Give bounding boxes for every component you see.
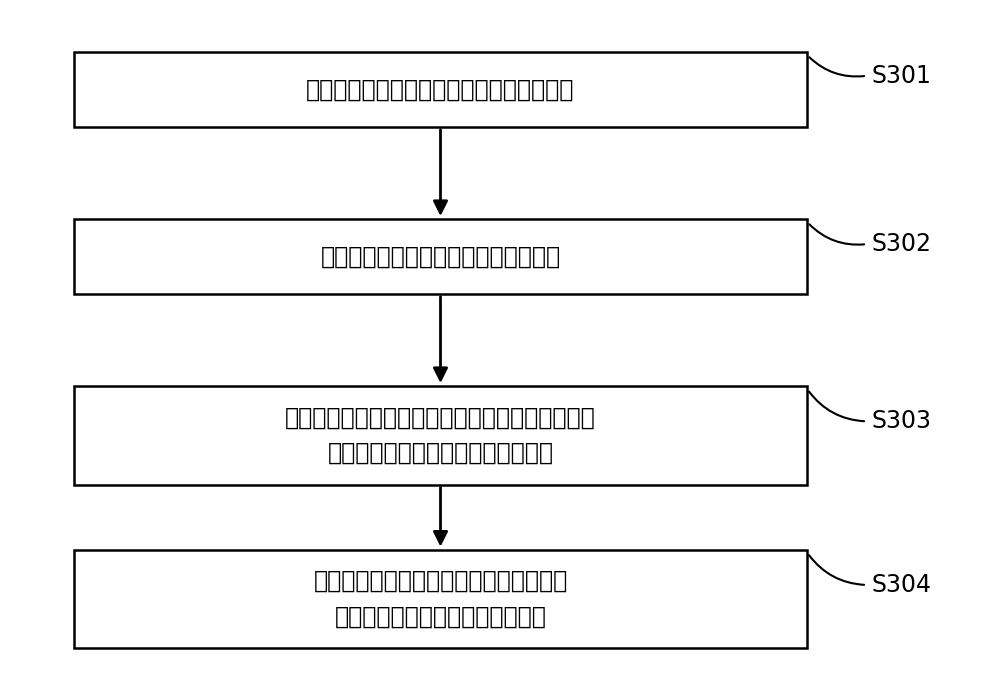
Text: S303: S303 [872, 409, 932, 433]
FancyBboxPatch shape [74, 219, 807, 294]
Text: 云端平台基于学习算法、训练环境和训练集数据对
训练模型进行训练，得到待验证模型: 云端平台基于学习算法、训练环境和训练集数据对 训练模型进行训练，得到待验证模型 [285, 406, 596, 465]
Text: 云端平台基于学习算法、真实模拟环境和
验证集数据对待验证模型进行训练: 云端平台基于学习算法、真实模拟环境和 验证集数据对待验证模型进行训练 [313, 569, 568, 629]
Text: S302: S302 [872, 232, 932, 256]
FancyBboxPatch shape [74, 549, 807, 649]
Text: 云端平台搭建训练环境和真实模拟环境: 云端平台搭建训练环境和真实模拟环境 [320, 244, 561, 268]
Text: 云端平台基于训练数据确定对应的学习算法: 云端平台基于训练数据确定对应的学习算法 [306, 77, 575, 101]
FancyBboxPatch shape [74, 52, 807, 127]
FancyBboxPatch shape [74, 386, 807, 485]
Text: S301: S301 [872, 63, 932, 88]
Text: S304: S304 [872, 573, 932, 597]
